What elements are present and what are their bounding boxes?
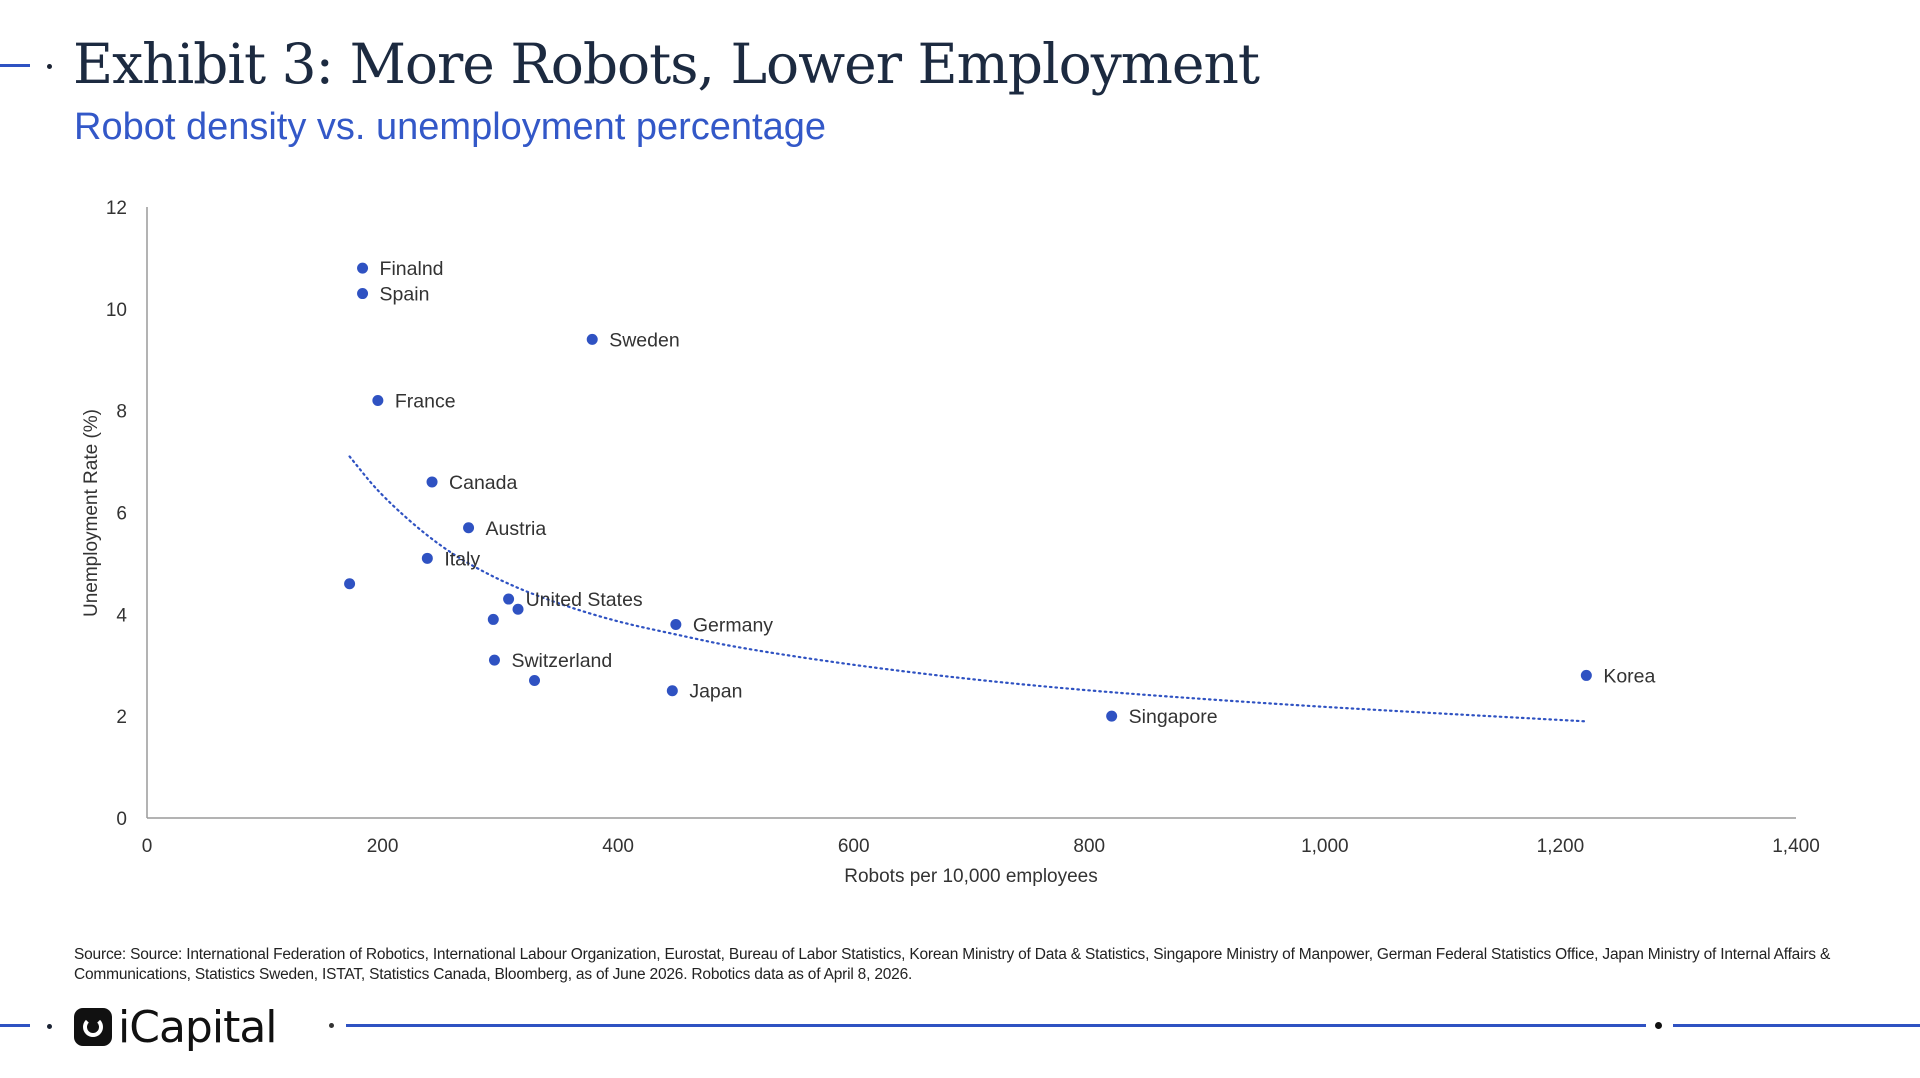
data-point bbox=[426, 476, 438, 488]
footer-separator-dot bbox=[329, 1023, 334, 1028]
data-point bbox=[670, 619, 682, 631]
data-point bbox=[487, 613, 499, 625]
data-point-label: Finalnd bbox=[380, 258, 444, 280]
data-point-label: Sweden bbox=[609, 329, 679, 351]
data-point bbox=[357, 262, 369, 274]
data-point-label: Korea bbox=[1603, 665, 1655, 687]
data-point bbox=[357, 288, 369, 300]
logo-mark-icon bbox=[74, 1008, 112, 1046]
data-point-label: Singapore bbox=[1129, 706, 1218, 728]
footer-accent-dash bbox=[0, 1024, 30, 1027]
y-tick-label: 12 bbox=[106, 198, 127, 219]
y-tick-label: 0 bbox=[116, 809, 127, 830]
data-point-label: United States bbox=[526, 589, 643, 611]
data-point bbox=[344, 578, 356, 590]
x-tick-label: 1,400 bbox=[1772, 836, 1820, 857]
page-subtitle: Robot density vs. unemployment percentag… bbox=[74, 106, 826, 148]
data-point bbox=[529, 675, 541, 687]
source-note: Source: Source: International Federation… bbox=[74, 946, 1831, 983]
data-point bbox=[421, 552, 433, 564]
x-tick-label: 600 bbox=[838, 836, 870, 857]
x-tick-label: 1,200 bbox=[1537, 836, 1585, 857]
y-axis-title: Unemployment Rate (%) bbox=[81, 409, 102, 617]
y-tick-label: 8 bbox=[116, 402, 127, 423]
x-tick-label: 200 bbox=[367, 836, 399, 857]
data-point-label: Switzerland bbox=[511, 650, 612, 672]
x-tick-label: 0 bbox=[142, 836, 153, 857]
header-accent-dot bbox=[47, 64, 52, 69]
data-point bbox=[512, 603, 524, 615]
chart-axes: 0 200 400 600 800 1,000 1,200 1,400 0 2 4 6 8 10 12 bbox=[106, 198, 1820, 857]
icapital-logo: iCapital bbox=[74, 1001, 278, 1053]
data-point bbox=[463, 522, 475, 534]
y-tick-label: 6 bbox=[116, 504, 127, 525]
footer-rule-left bbox=[346, 1024, 1646, 1027]
x-tick-label: 400 bbox=[602, 836, 634, 857]
footer-accent-dot bbox=[47, 1024, 52, 1029]
data-point bbox=[503, 593, 515, 605]
data-point-label: Germany bbox=[693, 615, 773, 637]
data-point bbox=[488, 654, 500, 666]
data-point bbox=[1580, 669, 1592, 681]
trend-line-group bbox=[348, 455, 1586, 723]
data-point bbox=[372, 394, 384, 406]
data-point bbox=[666, 685, 678, 697]
x-axis-title: Robots per 10,000 employees bbox=[844, 866, 1098, 887]
x-tick-label: 800 bbox=[1073, 836, 1105, 857]
trend-line bbox=[348, 455, 1586, 723]
data-points: Finalnd Spain Sweden France Canada Austria Ita… bbox=[344, 258, 1656, 728]
y-tick-label: 4 bbox=[116, 605, 127, 626]
data-point-label: Spain bbox=[380, 284, 430, 306]
y-tick-label: 2 bbox=[116, 707, 127, 728]
data-point-label: France bbox=[395, 390, 456, 412]
data-point-label: Canada bbox=[449, 472, 517, 494]
logo-wordmark: iCapital bbox=[118, 1001, 278, 1053]
footer-rule-right bbox=[1673, 1024, 1920, 1027]
data-point-label: Italy bbox=[444, 548, 480, 570]
x-tick-label: 1,000 bbox=[1301, 836, 1349, 857]
scatter-chart: 0 200 400 600 800 1,000 1,200 1,400 0 2 4 6 8 10 12 Fi… bbox=[81, 198, 1820, 887]
data-point bbox=[586, 333, 598, 345]
data-point bbox=[1106, 710, 1118, 722]
page-title: Exhibit 3: More Robots, Lower Employment bbox=[73, 32, 1260, 96]
y-tick-label: 10 bbox=[106, 300, 127, 321]
footer-rule-dot bbox=[1655, 1022, 1662, 1029]
data-point-label: Austria bbox=[486, 518, 547, 540]
header-accent-dash bbox=[0, 64, 30, 67]
data-point-label: Japan bbox=[689, 681, 742, 703]
